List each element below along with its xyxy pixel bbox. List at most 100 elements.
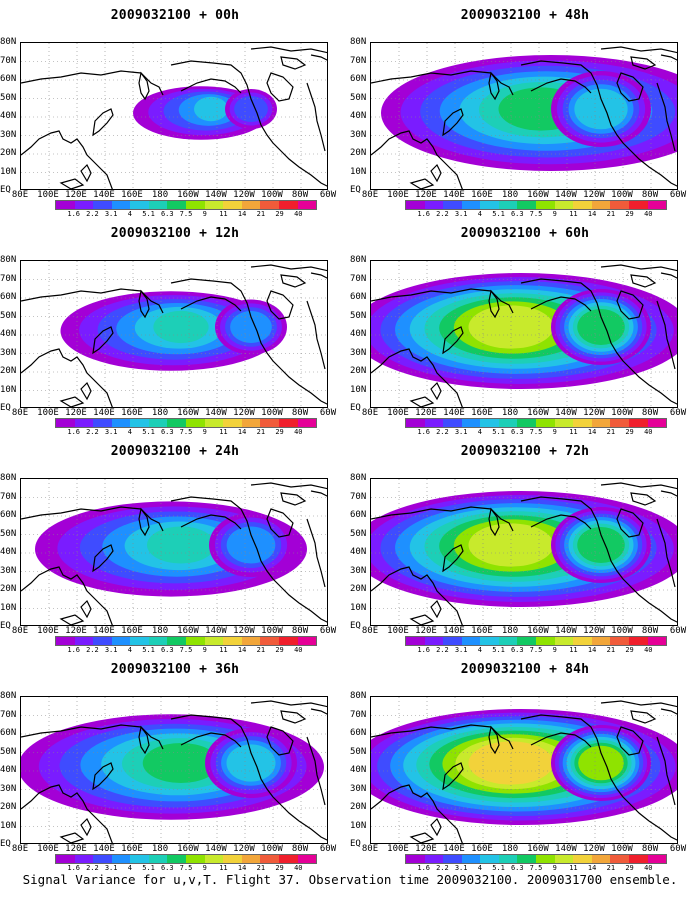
colorbar-swatch (204, 855, 224, 863)
colorbar-swatch (74, 855, 94, 863)
lat-tick-label: 40N (350, 547, 367, 557)
coastline-0 (21, 348, 113, 407)
lon-tick-label: 80E (361, 408, 379, 418)
colorbar-tick-label: 29 (275, 210, 284, 218)
coastline-10 (430, 381, 442, 401)
colorbar (405, 636, 667, 646)
coastline-3 (442, 108, 464, 137)
lat-tick-label: 70N (0, 491, 17, 502)
colorbar-tick-label: 11 (219, 210, 228, 218)
lon-tick-label: 120W (233, 408, 255, 418)
coastline-4 (520, 60, 677, 187)
colorbar-swatch (498, 637, 518, 645)
colorbar-tick-label: 9 (552, 210, 557, 218)
colorbar-swatch (628, 855, 648, 863)
lon-tick-label: 140W (555, 190, 577, 200)
lon-tick-label: 80E (11, 626, 29, 636)
lat-tick-label: 20N (350, 802, 367, 812)
colorbar-swatch (406, 419, 425, 427)
colorbar-tick-label: 7.5 (529, 864, 543, 872)
colorbar-tick-label: 9 (202, 210, 207, 218)
coastline-8 (250, 482, 327, 490)
lon-tick-label: 160E (471, 408, 493, 418)
variance-contour-secondary-3 (226, 526, 276, 564)
lon-tick-label: 160W (177, 190, 199, 200)
coastline-12 (310, 272, 327, 279)
colorbar-swatch (148, 419, 168, 427)
lat-tick-label: 60N (0, 74, 17, 84)
lon-tick-label: 140E (93, 408, 115, 418)
lon-tick-label: 180 (501, 408, 519, 418)
lon-tick-label: 100W (261, 190, 283, 200)
colorbar-tick-label: 14 (587, 210, 597, 218)
colorbar-swatch (297, 419, 317, 427)
coastline-6 (266, 726, 294, 756)
colorbar-tick-label: 5.1 (142, 864, 155, 872)
lat-tick-label: EQ (0, 403, 11, 413)
lon-tick-label: 100W (611, 190, 633, 200)
lat-tick-label: 50N (350, 310, 367, 321)
map-svg (21, 261, 327, 407)
map-plot-area (370, 478, 678, 626)
map-plot-area (20, 42, 328, 190)
lon-tick-label: 160E (121, 190, 143, 200)
colorbar-swatch (461, 201, 481, 209)
forecast-panel: 2009032100 + 84h 80N 70N 60N 50N 40N 30N 20N 10N… (350, 654, 700, 872)
coastline-7 (656, 82, 676, 152)
variance-contour-level-5 (147, 526, 215, 564)
colorbar-swatch (167, 419, 187, 427)
colorbar-tick-label: 29 (625, 864, 634, 872)
coastline-7 (656, 736, 676, 806)
lat-tick-label: 10N (0, 602, 17, 613)
colorbar-swatch (111, 419, 131, 427)
colorbar-tick-label: 21 (256, 210, 266, 218)
coastline-8 (600, 46, 677, 54)
colorbar-tick-label: 9 (552, 864, 557, 872)
lat-tick-label: 40N (350, 111, 367, 121)
colorbar-tick-label: 29 (275, 646, 284, 654)
coastline-9 (280, 56, 307, 70)
lon-tick-label: 140E (443, 844, 465, 854)
colorbar-tick-label: 6.3 (160, 864, 174, 872)
lon-tick-label: 120W (583, 626, 605, 636)
colorbar-tick-label: 29 (625, 428, 634, 436)
lat-tick-label: 80N (350, 37, 367, 47)
colorbar-labels: 1.6 2.2 3.1 4 5.1 6.3 7.5 9 11 14 21 29 40 (405, 428, 667, 438)
colorbar-tick-label: 21 (606, 428, 616, 436)
colorbar-swatch (278, 201, 298, 209)
coastline-8 (600, 264, 677, 272)
coastline-6 (616, 72, 644, 102)
lat-tick-label: 60N (0, 728, 17, 738)
colorbar-tick-label: 4 (477, 646, 482, 654)
variance-contour-secondary-4 (574, 88, 628, 130)
colorbar-swatch (424, 855, 444, 863)
colorbar-swatch (186, 855, 205, 863)
colorbar-tick-label: 29 (625, 646, 634, 654)
coastline-2 (138, 725, 150, 755)
colorbar-tick-label: 2.2 (86, 428, 99, 436)
colorbar-tick-label: 9 (202, 428, 207, 436)
lon-tick-label: 100E (37, 408, 59, 418)
colorbar-swatch (111, 637, 131, 645)
colorbar-tick-label: 21 (606, 864, 616, 872)
lat-tick-label: 70N (350, 55, 367, 66)
coastline-2 (138, 289, 150, 319)
forecast-panel: 2009032100 + 24h 80N 70N 60N 50N 40N 30N 20N 10N… (0, 436, 350, 654)
colorbar-tick-label: 2.2 (436, 428, 449, 436)
variance-contour-secondary-6 (577, 526, 625, 564)
lat-tick-label: 60N (0, 510, 17, 520)
lat-tick-label: 20N (0, 148, 17, 158)
map-plot-area (20, 478, 328, 626)
colorbar-swatch (591, 637, 611, 645)
colorbar-tick-label: 21 (256, 646, 266, 654)
lon-tick-label: 140W (555, 408, 577, 418)
colorbar-swatch (111, 855, 131, 863)
lon-tick-label: 160W (177, 844, 199, 854)
panel-title: 2009032100 + 00h (110, 8, 240, 23)
colorbar-tick-label: 5.1 (492, 210, 505, 218)
colorbar-tick-label: 2.2 (86, 210, 99, 218)
colorbar-tick-label: 7.5 (529, 428, 543, 436)
colorbar-tick-label: 2.2 (436, 864, 449, 872)
colorbar-tick-label: 14 (587, 428, 597, 436)
colorbar-swatch (573, 637, 592, 645)
